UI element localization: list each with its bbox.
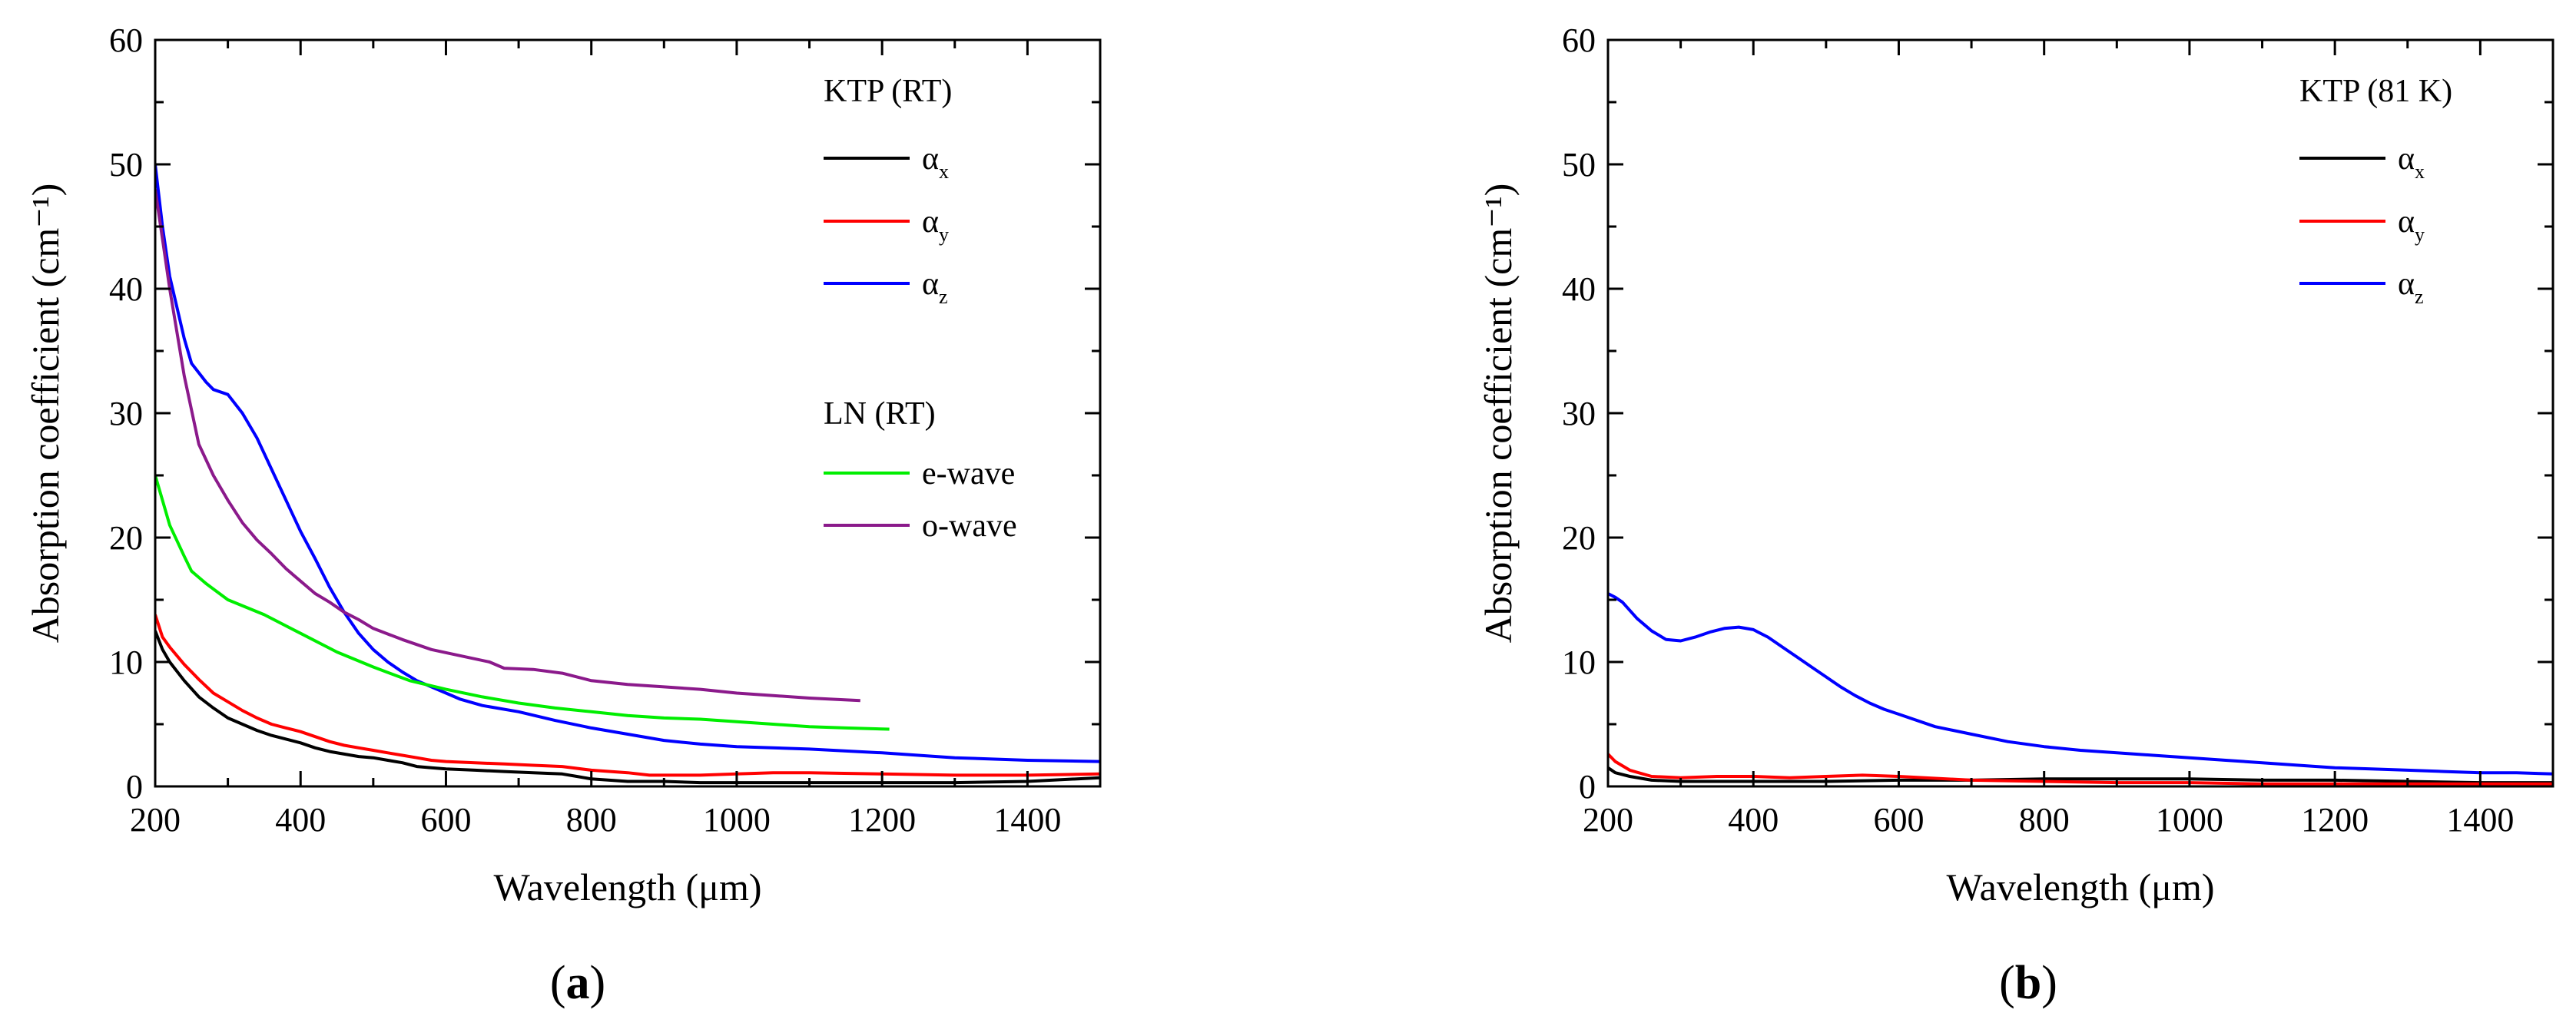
legend-label: o-wave [922,508,1017,544]
legend-title: KTP (RT) [824,74,952,109]
panel-a-label: (a) [550,957,605,1009]
x-tick-label: 400 [275,801,326,839]
y-tick-label: 40 [1562,270,1596,308]
plot-b-marks: 200 400 600 800 1000 1200 1400 0 10 20 30 40 50 60 Wav… [1477,22,2554,909]
x-axis-title: Wavelength (μm) [1946,865,2214,909]
plot-frame-a [154,38,1102,788]
legend-subscript: x [939,161,949,183]
legend-subscript: x [2415,161,2425,183]
legend-title: KTP (81 K) [2299,74,2452,109]
e-wave-line [155,475,890,731]
x-tick-label: 400 [1728,801,1779,839]
panel-a: 200 400 600 800 1000 1200 1400 0 10 20 30 40 50 60 Wav… [24,22,1102,1009]
x-tick-label: 600 [1873,801,1924,839]
legend-subscript: z [939,286,948,308]
y-tick-label: 50 [1562,146,1596,184]
y-tick-label: 50 [109,146,143,184]
alpha-y-line [155,614,1100,777]
legend-subscript: y [939,223,949,246]
x-axis-title: Wavelength (μm) [493,865,761,909]
plot-a-marks: 200 400 600 800 1000 1200 1400 0 10 20 30 40 50 60 Wav… [24,22,1102,909]
x-tick-label: 200 [130,801,181,839]
legend-label: αy [2398,204,2425,246]
alpha-x-line [155,630,1100,785]
y-tick-label: 40 [109,270,143,308]
y-tick-label: 60 [109,22,143,59]
x-tick-label: 1200 [848,801,916,839]
alpha-z-line [1608,592,2553,776]
x-tick-label: 1000 [2156,801,2223,839]
panel-b: 200 400 600 800 1000 1200 1400 0 10 20 30 40 50 60 Wav… [1477,22,2554,1009]
panel-b-letter: b [2015,957,2041,1009]
legend-subscript: y [2415,223,2425,246]
legend-label: e-wave [922,456,1015,491]
x-tick-label: 200 [1583,801,1633,839]
y-tick-label: 20 [109,519,143,557]
panel-b-label: (b) [1999,957,2057,1009]
legend-label: αx [2398,141,2425,183]
legend-label: αz [2398,266,2424,308]
legend-label: αy [922,204,949,246]
y-tick-label: 10 [109,644,143,681]
y-tick-label: 10 [1562,644,1596,681]
legend-subscript: z [2415,286,2424,308]
o-wave-line [155,189,860,703]
x-tick-label: 600 [420,801,471,839]
x-tick-label: 1400 [2446,801,2514,839]
y-tick-label: 0 [126,768,143,806]
legend-label: αx [922,141,949,183]
y-tick-label: 60 [1562,22,1596,59]
x-tick-label: 1200 [2301,801,2369,839]
alpha-z-line [155,164,1100,763]
x-tick-label: 1400 [993,801,1061,839]
x-tick-label: 800 [566,801,617,839]
x-tick-label: 1000 [703,801,771,839]
y-tick-label: 30 [109,395,143,432]
legend-label: αz [922,266,948,308]
y-axis-title: Absorption coefficient (cm⁻¹) [1477,184,1520,644]
y-tick-label: 30 [1562,395,1596,432]
legend-title: LN (RT) [824,396,936,432]
y-axis-title: Absorption coefficient (cm⁻¹) [24,184,67,644]
series-group-b [1608,592,2553,786]
y-tick-label: 20 [1562,519,1596,557]
panel-a-letter: a [566,957,590,1009]
alpha-y-line [1608,753,2553,786]
x-tick-label: 800 [2019,801,2070,839]
y-tick-label: 0 [1579,768,1596,806]
